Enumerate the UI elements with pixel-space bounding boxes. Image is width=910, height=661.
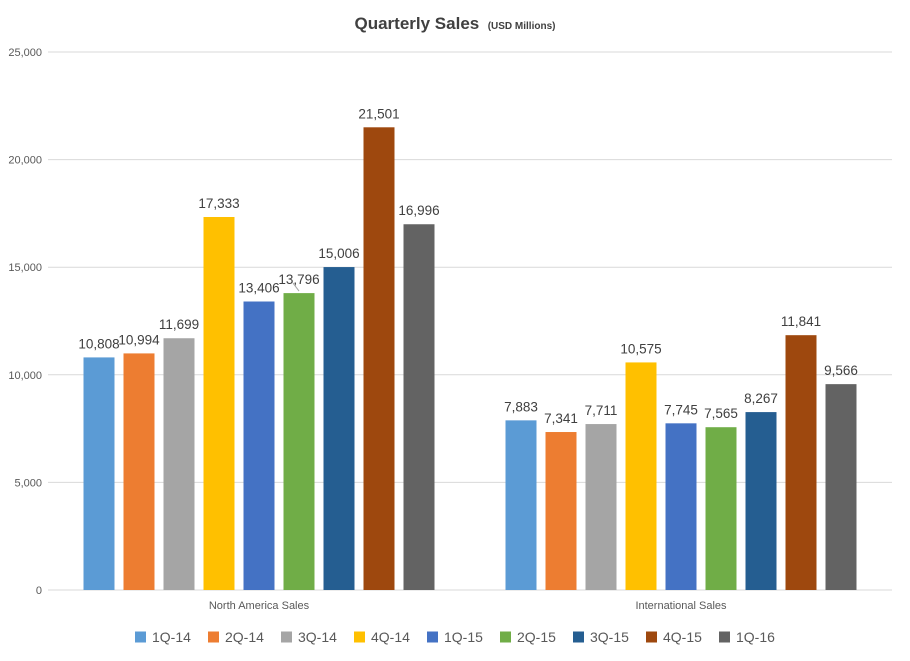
legend-label: 1Q-16 [736,629,775,645]
data-label: 8,267 [744,391,778,406]
data-label: 11,841 [781,314,821,329]
legend-swatch [573,631,584,643]
data-label: 11,699 [159,317,199,332]
chart-title-main: Quarterly Sales [354,14,480,33]
bar [785,335,817,590]
bar [665,423,697,590]
data-label: 10,575 [620,341,661,356]
y-tick-label: 10,000 [8,370,42,382]
category-label: North America Sales [209,600,310,612]
y-tick-label: 5,000 [14,477,42,489]
data-label: 9,566 [824,363,858,378]
legend-label: 3Q-14 [298,629,337,645]
data-label: 15,006 [318,246,359,261]
data-label: 21,501 [358,106,399,121]
bar [283,293,315,590]
bar [323,267,355,590]
legend-label: 1Q-15 [444,629,483,645]
legend-label: 2Q-15 [517,629,556,645]
data-label: 10,994 [118,332,160,347]
legend-swatch [135,631,146,643]
bar [123,353,155,590]
data-label: 17,333 [198,196,239,211]
y-tick-label: 20,000 [8,155,42,167]
chart-title: Quarterly Sales (USD Millions) [0,14,910,34]
bar [705,427,737,590]
data-label: 10,808 [78,336,119,351]
bar [625,362,657,590]
legend-swatch [208,631,219,643]
legend-swatch [719,631,730,643]
category-label: International Sales [635,600,727,612]
legend-swatch [354,631,365,643]
data-label: 13,796 [278,272,319,287]
legend-swatch [646,631,657,643]
legend-label: 2Q-14 [225,629,264,645]
data-label: 7,745 [664,402,698,417]
chart-subtitle: (USD Millions) [487,21,556,32]
y-tick-label: 0 [36,585,42,597]
data-label: 13,406 [238,281,279,296]
legend-swatch [500,631,511,643]
bar [825,384,857,590]
legend-swatch [427,631,438,643]
bar [403,224,435,590]
bar [585,424,617,590]
label-leader-line [292,282,300,292]
bar [363,127,395,591]
legend-swatch [281,631,292,643]
y-tick-label: 25,000 [8,47,42,59]
bar [545,432,577,590]
data-label: 7,341 [544,411,578,426]
data-label: 16,996 [398,203,439,218]
bar [505,420,537,590]
y-tick-label: 15,000 [8,262,42,274]
bar [163,338,195,590]
bar [83,357,115,590]
bar [203,216,235,590]
bar [243,301,275,590]
legend-label: 3Q-15 [590,629,629,645]
bar [745,412,777,590]
data-label: 7,711 [585,403,618,418]
legend-label: 1Q-14 [152,629,191,645]
legend-label: 4Q-14 [371,629,410,645]
legend-label: 4Q-15 [663,629,702,645]
data-label: 7,565 [704,406,738,421]
data-label: 7,883 [504,399,538,414]
